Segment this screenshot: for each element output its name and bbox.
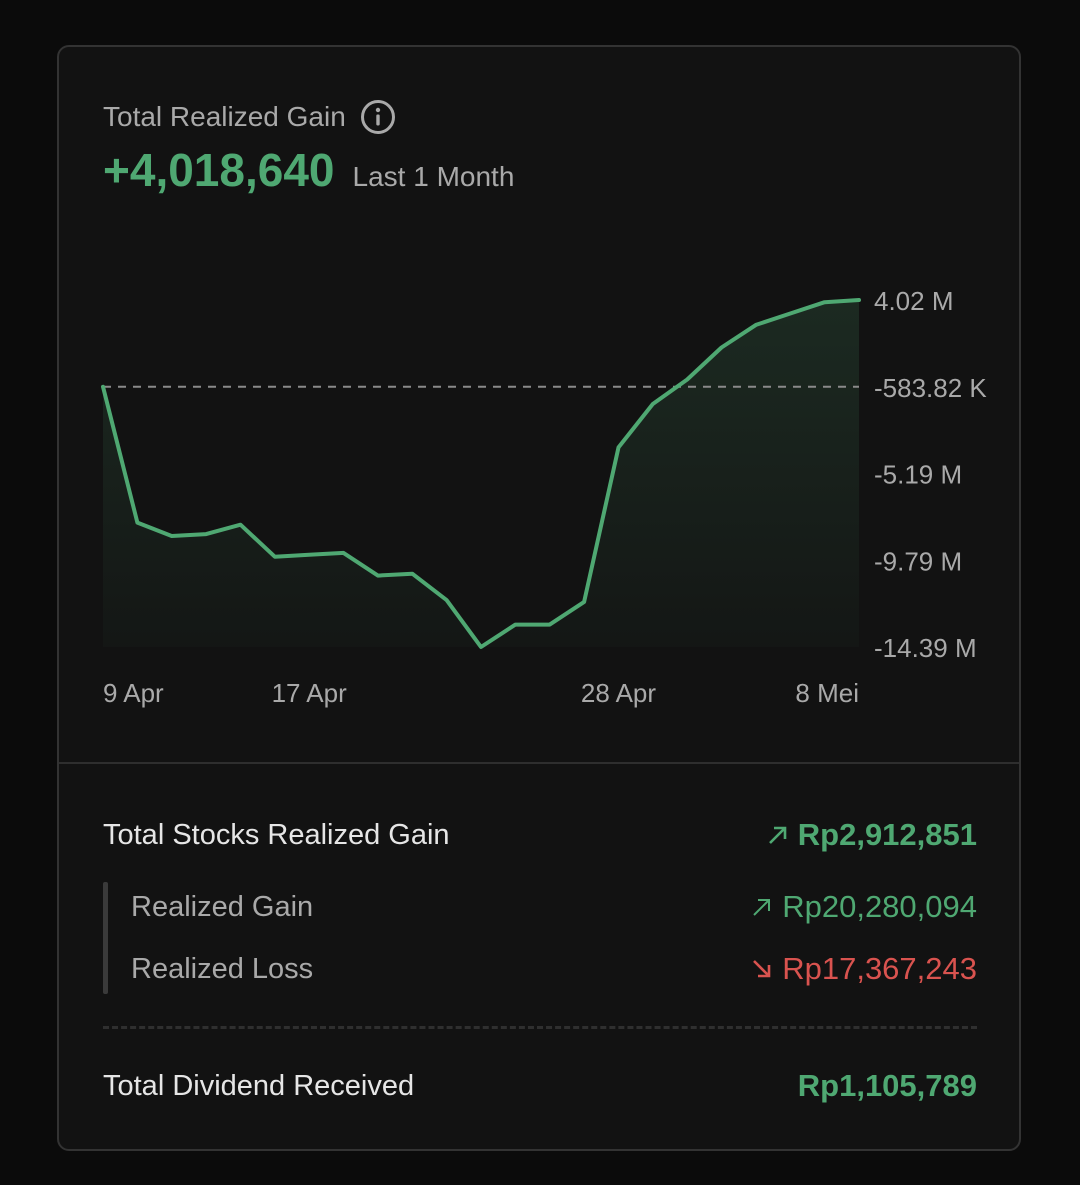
y-tick-label: -583.82 K xyxy=(874,373,987,403)
realized-loss-row: Realized Loss Rp17,367,243 xyxy=(131,951,977,987)
y-tick-label: 4.02 M xyxy=(874,286,954,316)
y-tick-label: -5.19 M xyxy=(874,460,962,490)
info-icon[interactable] xyxy=(360,99,396,135)
x-tick-label: 9 Apr xyxy=(103,678,164,708)
total-stocks-amount: Rp2,912,851 xyxy=(766,817,977,853)
realized-gain-chart[interactable]: 4.02 M -583.82 K -5.19 M -9.79 M -14.39 M 9 A… xyxy=(59,47,1021,747)
dividend-value: Rp1,105,789 xyxy=(797,1068,977,1103)
total-stocks-value: Rp2,912,851 xyxy=(797,817,977,852)
realized-gain-row: Realized Gain Rp20,280,094 xyxy=(131,889,977,925)
card-header: Total Realized Gain xyxy=(103,99,396,135)
arrow-down-right-icon xyxy=(753,960,771,978)
card-title: Total Realized Gain xyxy=(103,101,346,132)
realized-loss-amount: Rp17,367,243 xyxy=(750,951,977,987)
realized-gain-amount: Rp20,280,094 xyxy=(750,889,977,925)
y-tick-label: -14.39 M xyxy=(874,633,977,663)
sub-items-indicator xyxy=(103,882,108,994)
dashed-divider xyxy=(103,1026,977,1029)
realized-gain-card: Total Realized Gain +4,018,640 Last 1 Mo… xyxy=(57,45,1021,1151)
dividend-row[interactable]: Total Dividend Received Rp1,105,789 xyxy=(103,1068,977,1104)
y-tick-label: -9.79 M xyxy=(874,546,962,576)
realized-gain-value: Rp20,280,094 xyxy=(782,889,977,924)
realized-loss-label: Realized Loss xyxy=(131,952,314,985)
arrow-up-right-icon xyxy=(753,899,771,916)
chart-series-line xyxy=(101,298,861,649)
total-stocks-label: Total Stocks Realized Gain xyxy=(103,818,450,851)
total-stocks-row[interactable]: Total Stocks Realized Gain Rp2,912,851 xyxy=(103,817,977,853)
arrow-up-right-icon xyxy=(768,826,787,844)
chart-area-fill xyxy=(103,300,859,647)
headline: +4,018,640 Last 1 Month xyxy=(103,143,514,197)
section-divider xyxy=(59,762,1019,764)
x-tick-label: 28 Apr xyxy=(581,678,657,708)
realized-loss-value: Rp17,367,243 xyxy=(782,951,977,986)
x-tick-label: 8 Mei xyxy=(795,678,859,708)
x-tick-label: 17 Apr xyxy=(272,678,348,708)
realized-gain-label: Realized Gain xyxy=(131,890,314,923)
period-label[interactable]: Last 1 Month xyxy=(352,161,515,192)
total-gain-value: +4,018,640 xyxy=(103,144,335,196)
dividend-label: Total Dividend Received xyxy=(103,1069,415,1102)
